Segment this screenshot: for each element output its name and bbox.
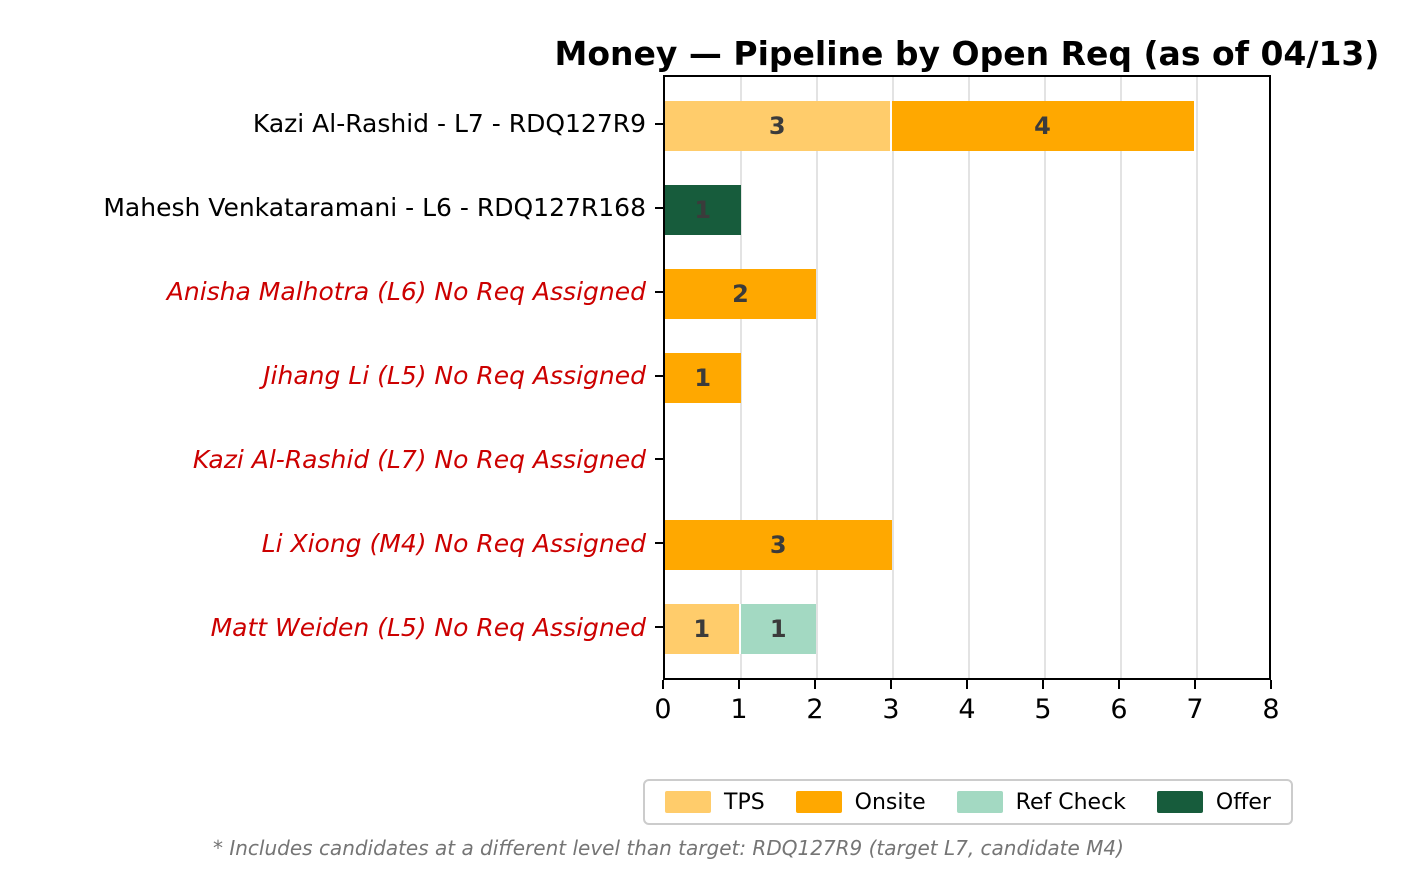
- x-tick: [662, 680, 664, 689]
- legend-item-onsite: Onsite: [795, 789, 926, 815]
- legend-item-tps: TPS: [665, 790, 765, 815]
- x-tick: [1270, 680, 1272, 689]
- bar-value-label: 3: [769, 531, 787, 560]
- bar-segment-tps: 3: [665, 100, 892, 151]
- category-label: Anisha Malhotra (L6) No Req Assigned: [166, 277, 646, 307]
- category-label: Matt Weiden (L5) No Req Assigned: [210, 612, 646, 642]
- footnote: * Includes candidates at a different lev…: [213, 836, 1124, 860]
- bar-value-label: 2: [732, 279, 749, 308]
- legend-swatch: [665, 791, 711, 813]
- category-label: Mahesh Venkataramani - L6 - RDQ127R168: [103, 193, 646, 223]
- gridline: [1120, 77, 1122, 678]
- legend-label: Onsite: [854, 789, 926, 815]
- x-tick-label: 1: [730, 694, 748, 725]
- gridline: [1044, 77, 1046, 678]
- y-tick-slot: [655, 82, 663, 166]
- bar-row: 2: [665, 252, 1269, 336]
- bar-row: 1: [665, 168, 1269, 252]
- x-tick: [1118, 680, 1120, 689]
- bar-stack: 1: [665, 352, 1269, 403]
- gridline: [816, 77, 818, 678]
- chart-title: Money — Pipeline by Open Req (as of 04/1…: [554, 34, 1380, 73]
- bar-segment-tps: 1: [665, 604, 741, 655]
- legend-item-offer: Offer: [1156, 789, 1271, 815]
- gridline: [1196, 77, 1198, 678]
- bar-stack: 1: [665, 184, 1269, 235]
- x-tick: [814, 680, 816, 689]
- category-label: Kazi Al-Rashid (L7) No Req Assigned: [192, 444, 646, 474]
- x-tick-label: 8: [1262, 694, 1280, 725]
- bar-value-label: 1: [694, 363, 712, 392]
- y-tick: [655, 206, 663, 209]
- gridline: [740, 77, 742, 678]
- bar-segment-offer: 1: [665, 184, 741, 235]
- y-tick-slot: [655, 166, 663, 250]
- gridline: [892, 77, 894, 678]
- legend: TPS Onsite Ref Check Offer: [643, 779, 1293, 825]
- x-tick: [1194, 680, 1196, 689]
- x-tick: [890, 680, 892, 689]
- x-tick-label: 6: [1110, 694, 1128, 725]
- bar-value-label: 1: [693, 615, 711, 644]
- y-tick-slot: [655, 501, 663, 585]
- bar-segment-onsite: 3: [665, 520, 892, 571]
- x-tick: [966, 680, 968, 689]
- bar-segment-onsite: 1: [665, 352, 741, 403]
- bar-row: 1: [665, 336, 1269, 420]
- y-tick: [655, 542, 663, 545]
- bar-row: [665, 419, 1269, 503]
- y-axis-ticks: [655, 82, 663, 669]
- x-tick-label: 5: [1034, 694, 1052, 725]
- legend-label: Offer: [1215, 789, 1271, 815]
- legend-label: TPS: [724, 789, 765, 815]
- x-tick: [738, 680, 740, 689]
- x-tick-label: 2: [806, 694, 824, 725]
- y-axis-category-labels: Kazi Al-Rashid - L7 - RDQ127R9 Mahesh Ven…: [0, 82, 646, 669]
- y-tick-slot: [655, 417, 663, 501]
- x-tick: [1042, 680, 1044, 689]
- bar-value-label: 3: [768, 111, 786, 140]
- bar-segment-onsite: 2: [665, 268, 816, 319]
- legend-swatch: [956, 791, 1003, 813]
- y-tick: [655, 374, 663, 377]
- y-tick: [655, 458, 663, 461]
- y-tick-slot: [655, 334, 663, 418]
- x-tick-label: 4: [958, 694, 976, 725]
- bar-segment-ref-check: 1: [740, 604, 816, 655]
- bar-value-label: 4: [1034, 111, 1051, 140]
- y-tick-slot: [655, 250, 663, 334]
- bar-row: 3: [665, 503, 1269, 587]
- legend-swatch: [795, 791, 842, 813]
- bar-value-label: 1: [694, 195, 712, 224]
- x-tick-label: 3: [882, 694, 900, 725]
- x-tick-label: 7: [1186, 694, 1204, 725]
- y-tick: [655, 290, 663, 293]
- legend-item-ref-check: Ref Check: [956, 789, 1126, 815]
- bar-value-label: 1: [769, 615, 787, 644]
- category-label: Li Xiong (M4) No Req Assigned: [261, 528, 646, 558]
- bar-stack: 3: [665, 520, 1269, 571]
- bar-segment-onsite: 4: [891, 100, 1194, 151]
- x-tick-label: 0: [654, 694, 672, 725]
- legend-label: Ref Check: [1015, 789, 1126, 815]
- y-tick: [655, 626, 663, 629]
- gridline: [968, 77, 970, 678]
- category-label: Jihang Li (L5) No Req Assigned: [263, 361, 646, 390]
- legend-swatch: [1156, 791, 1203, 813]
- category-label: Kazi Al-Rashid - L7 - RDQ127R9: [252, 109, 646, 139]
- y-tick-slot: [655, 585, 663, 669]
- bar-stack: [665, 436, 1269, 486]
- y-tick: [655, 122, 663, 125]
- bar-stack: 2: [665, 268, 1269, 319]
